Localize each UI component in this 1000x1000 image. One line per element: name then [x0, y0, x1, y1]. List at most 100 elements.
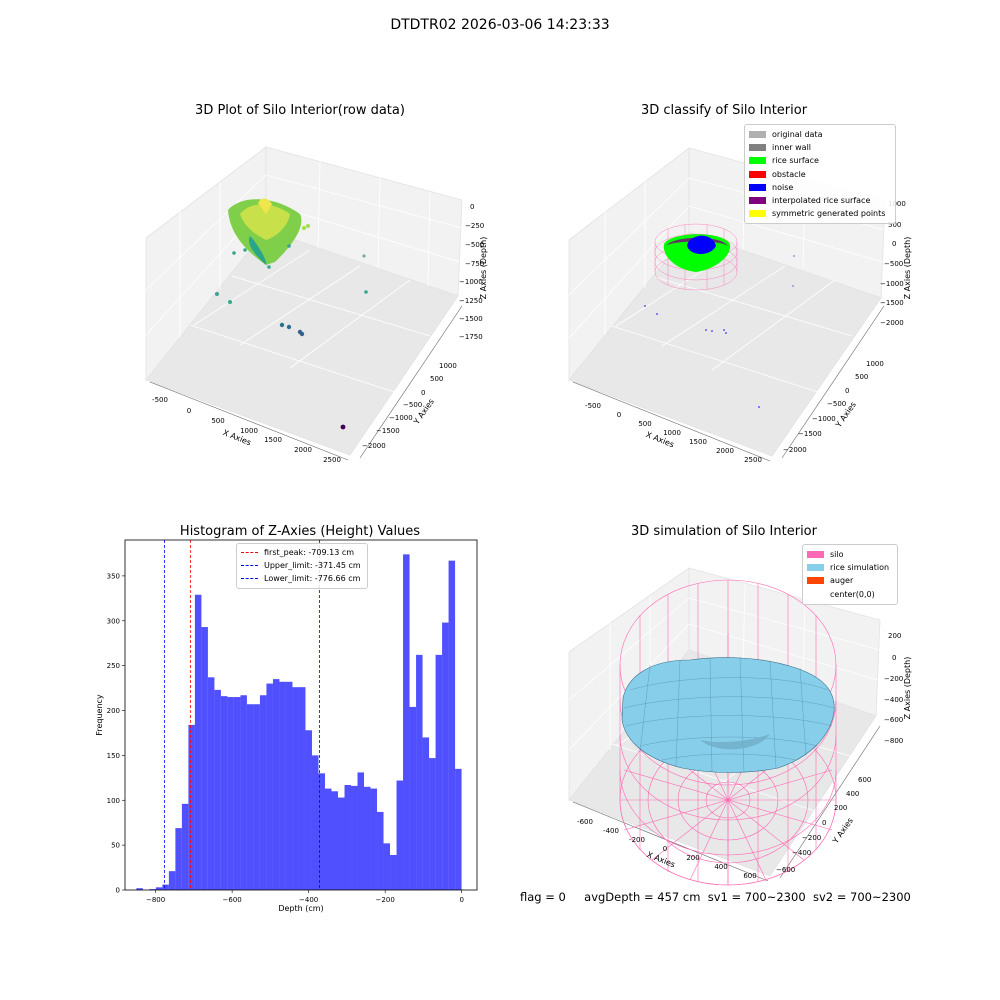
histogram-bar: [403, 554, 410, 890]
simulation-ztick: −400: [884, 696, 903, 704]
histogram-legend: first_peak: -709.13 cm Upper_limit: -371…: [236, 543, 368, 589]
simulation-ytick: −600: [776, 866, 795, 874]
classify-legend: original data inner wall rice surface ob…: [744, 124, 896, 225]
histogram-x-tick-label: −600: [223, 896, 242, 904]
raw-ztick: −1250: [459, 297, 483, 305]
histogram-bar: [422, 737, 430, 890]
simulation-xtick: 0: [663, 845, 667, 853]
histogram-bar: [240, 695, 247, 890]
histogram-bar: [201, 627, 208, 890]
legend-item-auger: auger: [807, 574, 893, 587]
classify-ztick: 500: [888, 221, 901, 229]
raw-ytick: 1000: [439, 362, 457, 370]
raw-ztick: 0: [470, 203, 474, 211]
histogram-bar: [311, 755, 319, 890]
simulation-ztick: −600: [884, 716, 903, 724]
legend-label: original data: [772, 130, 823, 140]
histogram-bar: [390, 855, 397, 890]
histogram-y-tick-label: 250: [107, 662, 120, 670]
legend-label: first_peak: -709.13 cm: [264, 548, 355, 558]
classify-ytick: −2000: [783, 446, 807, 454]
histogram-bar: [214, 689, 221, 890]
classify-ytick: 1000: [866, 360, 884, 368]
histogram-frame: [124, 539, 478, 891]
histogram-y-tick-label: 0: [116, 887, 120, 895]
histogram-x-tick-label: 0: [459, 896, 463, 904]
raw-ytick: −500: [403, 401, 422, 409]
raw-ztick: −750: [465, 260, 484, 268]
classify-xtick: 1500: [689, 438, 707, 446]
simulation-ztick: 200: [888, 632, 901, 640]
legend-line: [241, 565, 258, 567]
classify-xtick: 0: [617, 411, 621, 419]
classify-ztick: −1000: [880, 280, 904, 288]
classify-ytick: −500: [827, 400, 846, 408]
raw-ztick: −250: [465, 222, 484, 230]
legend-label: noise: [772, 182, 794, 192]
raw-xtick: -500: [152, 396, 168, 404]
histogram-bars: [136, 554, 462, 890]
histogram-bar: [266, 683, 273, 890]
simulation-ztick: −800: [884, 737, 903, 745]
histogram-bar: [429, 758, 436, 890]
legend-item-first-peak: first_peak: -709.13 cm: [241, 546, 363, 559]
classify-xtick: 1000: [663, 429, 681, 437]
raw-ztick: −1500: [459, 315, 483, 323]
legend-item-upper-limit: Upper_limit: -371.45 cm: [241, 559, 363, 572]
legend-swatch: [749, 197, 766, 205]
raw-xtick: 1500: [264, 436, 282, 444]
histogram-bar: [318, 773, 325, 890]
raw-ytick: −2000: [362, 442, 386, 450]
classify-ztick: −1500: [880, 299, 904, 307]
simulation-ytick: −200: [802, 834, 821, 842]
simulation-ytick: −400: [792, 849, 811, 857]
legend-label: interpolated rice surface: [772, 196, 871, 206]
classify-noise-points: [644, 255, 795, 408]
histogram-bar: [448, 560, 456, 890]
histogram-bar: [272, 679, 280, 890]
simulation-xtick: 400: [714, 863, 727, 871]
raw-y-tick-labels: 1000 500 0 −500 −1000 −1500 −2000: [362, 362, 457, 450]
raw-z-axis-label: Z Axies (Depth): [479, 237, 488, 300]
legend-swatch: [807, 577, 824, 585]
legend-swatch: [749, 183, 766, 191]
histogram-bar: [305, 730, 312, 890]
histogram-bar: [396, 780, 404, 890]
classify-noise-cluster: [687, 235, 716, 254]
legend-line: [241, 552, 258, 554]
legend-swatch: [807, 551, 824, 559]
histogram-y-tick-label: 350: [107, 572, 120, 580]
figure-title: DTDTR02 2026-03-06 14:23:33: [390, 17, 610, 33]
classify-xtick: 2000: [716, 447, 734, 455]
histogram-bar: [351, 785, 358, 890]
histogram-bar: [331, 791, 338, 890]
histogram-bar: [435, 654, 443, 890]
raw-x-tick-labels: -500 0 500 1000 1500 2000 2500: [152, 396, 341, 464]
histogram-bar: [188, 724, 195, 890]
simulation-ztick: 0: [892, 654, 896, 662]
classify-xtick: 500: [638, 420, 651, 428]
histogram-bar: [324, 788, 332, 890]
simulation-z-axis-label: Z Axies (Depth): [903, 657, 912, 720]
status-line: flag = 0 avgDepth = 457 cm sv1 = 700~230…: [520, 890, 911, 904]
legend-item-original-data: original data: [749, 128, 891, 141]
legend-swatch: [749, 144, 766, 152]
simulation-ytick: 200: [834, 804, 847, 812]
raw-xtick: 1000: [240, 427, 258, 435]
histogram-bar: [136, 888, 143, 890]
raw-scatter-points: [215, 224, 368, 430]
classify-ytick: 0: [845, 387, 849, 395]
histogram-bar: [357, 772, 365, 890]
legend-swatch: [807, 590, 824, 598]
simulation-ztick: −200: [884, 675, 903, 683]
histogram-bar: [227, 697, 234, 890]
histogram-bar: [377, 811, 384, 890]
histogram-bar: [285, 681, 293, 890]
status-avg-depth: avgDepth = 457 cm: [584, 890, 701, 904]
histogram-title: Histogram of Z-Axies (Height) Values: [179, 524, 421, 539]
histogram-bar: [194, 594, 202, 890]
histogram-bar: [149, 889, 156, 890]
histogram-bar: [409, 706, 417, 890]
